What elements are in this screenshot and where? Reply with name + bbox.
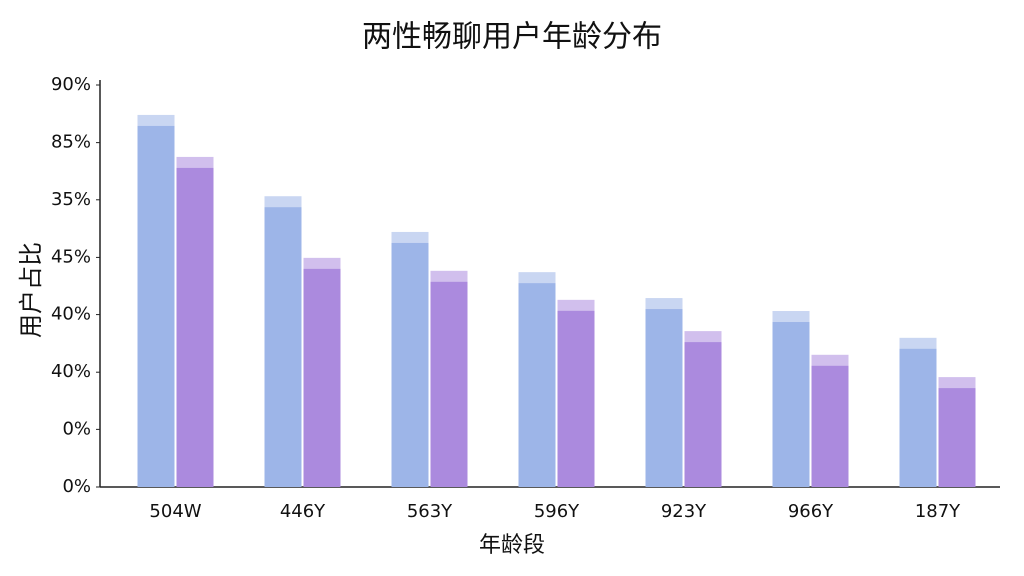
x-tick-label: 966Y: [788, 501, 834, 522]
x-tick-label: 504W: [149, 501, 201, 522]
bar-body: [176, 167, 214, 487]
x-tick-label: 596Y: [534, 501, 580, 522]
chart-title: 两性畅聊用户年龄分布: [362, 20, 662, 55]
y-tick-label: 90%: [51, 74, 91, 95]
x-tick-label: 923Y: [661, 501, 707, 522]
bar-body: [684, 342, 722, 487]
bar-body: [811, 365, 849, 487]
y-axis-label: 用户占比: [17, 242, 45, 338]
y-tick-label: 40%: [51, 304, 91, 325]
bar-body: [938, 388, 976, 487]
y-tick-label: 40%: [51, 361, 91, 382]
bar-body: [518, 283, 556, 487]
x-tick-label: 187Y: [915, 501, 961, 522]
y-tick-label: 0%: [62, 476, 91, 497]
y-tick-label: 85%: [51, 132, 91, 153]
x-tick-label: 446Y: [280, 501, 326, 522]
y-tick-label: 35%: [51, 189, 91, 210]
bar-body: [430, 281, 468, 487]
bar-body: [557, 310, 595, 487]
y-tick-label: 45%: [51, 246, 91, 267]
x-tick-label: 563Y: [407, 501, 453, 522]
bar-body: [303, 268, 341, 487]
bar-body: [391, 242, 429, 487]
bar-body: [899, 348, 937, 487]
bar-body: [772, 322, 810, 487]
bar-body: [137, 125, 175, 487]
bar-body: [264, 207, 302, 487]
x-axis-label: 年龄段: [479, 533, 545, 558]
bar-body: [645, 309, 683, 487]
y-tick-label: 0%: [62, 418, 91, 439]
